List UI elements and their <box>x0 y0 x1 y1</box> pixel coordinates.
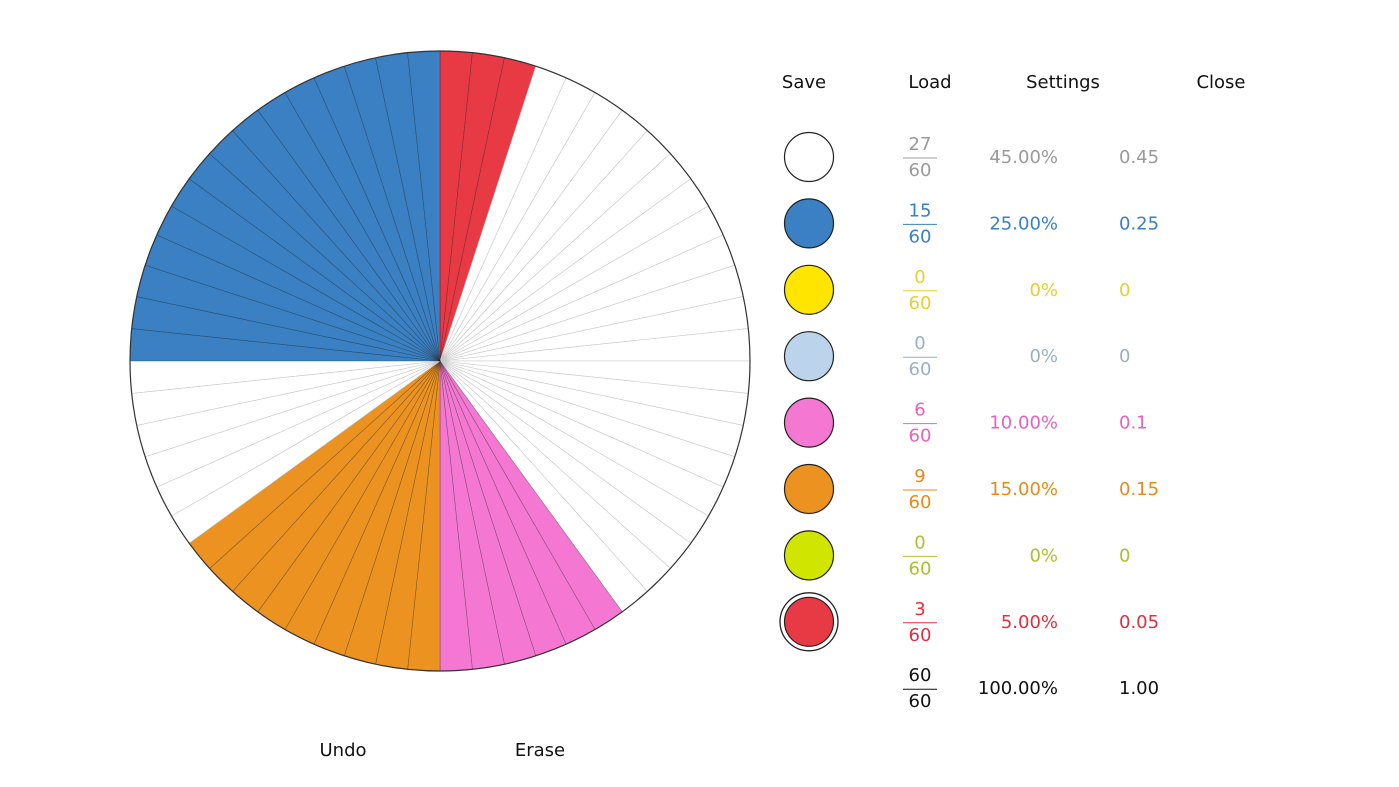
erase-button[interactable]: Erase <box>515 740 565 761</box>
numerator: 0 <box>914 267 925 288</box>
decimal: 0.1 <box>1119 413 1148 434</box>
color-swatch[interactable] <box>783 131 835 183</box>
color-swatch[interactable] <box>783 198 835 249</box>
wheel-outline <box>129 50 751 672</box>
numerator: 6 <box>914 400 925 421</box>
denominator: 60 <box>909 625 932 646</box>
percent: 5.00% <box>1001 612 1058 633</box>
decimal: 0.15 <box>1119 479 1159 500</box>
numerator: 9 <box>914 466 925 487</box>
denominator: 60 <box>909 426 932 447</box>
numerator: 3 <box>914 599 925 620</box>
undo-button[interactable]: Undo <box>319 740 366 761</box>
percent: 10.00% <box>989 413 1058 434</box>
decimal: 0 <box>1119 346 1130 367</box>
fraction-wheel[interactable] <box>129 50 751 672</box>
denominator: 60 <box>909 492 932 513</box>
denominator: 60 <box>909 359 932 380</box>
percent: 0% <box>1029 280 1058 301</box>
percent: 0% <box>1029 545 1058 566</box>
percent: 0% <box>1029 346 1058 367</box>
percent: 15.00% <box>989 479 1058 500</box>
load-button[interactable]: Load <box>908 72 951 93</box>
denominator: 60 <box>909 558 932 579</box>
numerator: 0 <box>914 532 925 553</box>
color-swatch[interactable] <box>783 331 835 382</box>
numerator: 27 <box>909 134 932 155</box>
decimal: 0.45 <box>1119 147 1159 168</box>
denominator: 60 <box>909 160 932 181</box>
decimal: 0.25 <box>1119 213 1159 234</box>
color-swatch[interactable] <box>783 530 835 581</box>
denominator: 60 <box>909 226 932 247</box>
percent: 45.00% <box>989 147 1058 168</box>
selection-ring <box>779 592 839 652</box>
color-swatch[interactable] <box>783 397 835 448</box>
denominator: 60 <box>909 691 932 712</box>
decimal: 0 <box>1119 545 1130 566</box>
color-swatch[interactable] <box>783 463 835 515</box>
decimal: 0 <box>1119 280 1130 301</box>
color-swatch[interactable] <box>783 596 835 647</box>
decimal: 1.00 <box>1119 678 1159 699</box>
settings-button[interactable]: Settings <box>1026 72 1100 93</box>
numerator: 0 <box>914 333 925 354</box>
numerator: 15 <box>909 200 932 221</box>
percent: 100.00% <box>978 678 1058 699</box>
numerator: 60 <box>909 665 932 686</box>
save-button[interactable]: Save <box>782 72 826 93</box>
percent: 25.00% <box>989 213 1058 234</box>
color-swatch[interactable] <box>783 264 835 315</box>
denominator: 60 <box>909 293 932 314</box>
close-button[interactable]: Close <box>1196 72 1245 93</box>
decimal: 0.05 <box>1119 612 1159 633</box>
